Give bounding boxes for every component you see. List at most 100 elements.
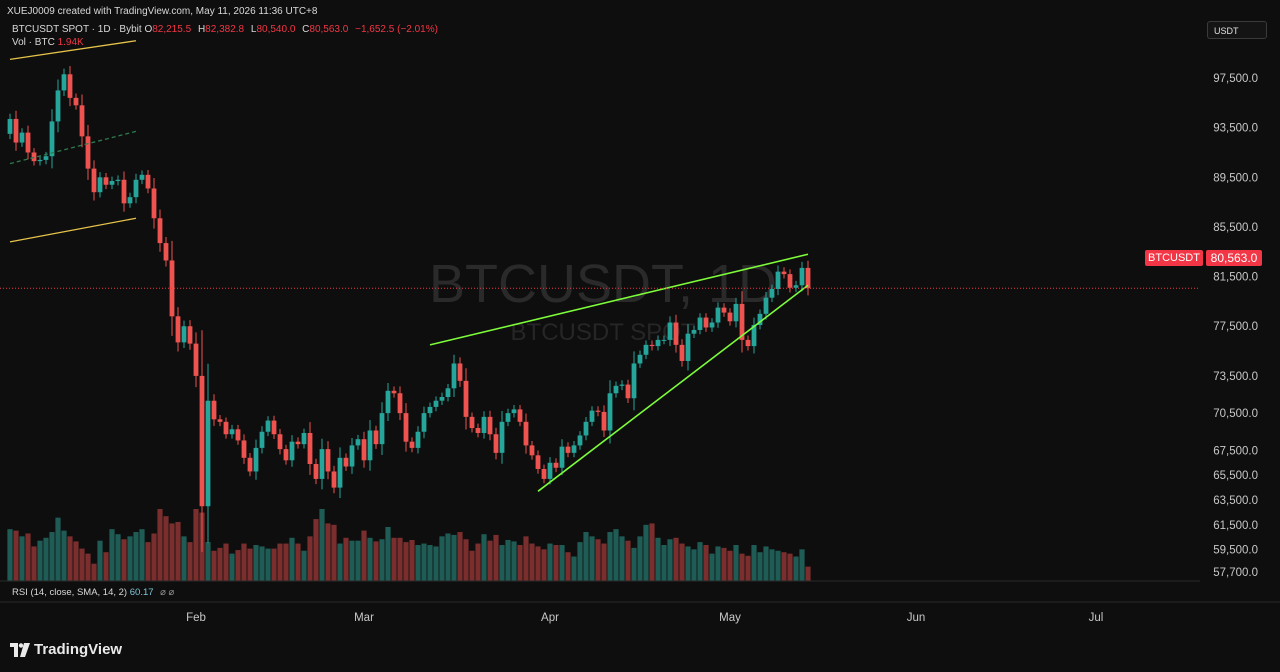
candle-body xyxy=(13,118,19,143)
price-tick-label: 97,500.0 xyxy=(1213,73,1258,85)
trendlines[interactable] xyxy=(9,40,809,492)
volume-bar xyxy=(73,541,79,581)
wedge-lower-line[interactable] xyxy=(537,284,809,492)
candle-body xyxy=(745,339,751,347)
candle-body xyxy=(613,385,619,394)
candle-body xyxy=(349,445,355,467)
candle-body xyxy=(409,441,415,448)
candle-body xyxy=(391,390,397,394)
candle-body xyxy=(283,449,289,461)
price-tick-label: 63,500.0 xyxy=(1213,495,1258,507)
symbol-price-label: BTCUSDT xyxy=(1145,250,1203,266)
candle-body xyxy=(487,416,493,435)
candle-body xyxy=(319,449,325,479)
candle-body xyxy=(277,434,283,450)
volume-bar xyxy=(493,534,499,581)
candle-body xyxy=(733,303,739,322)
volume-bar xyxy=(763,546,769,581)
volume-bar xyxy=(625,540,631,581)
candle-body xyxy=(775,271,781,290)
volume-bar xyxy=(289,537,295,581)
volume-bar xyxy=(541,549,547,581)
price-tick-label: 73,500.0 xyxy=(1213,371,1258,383)
rsi-legend[interactable]: RSI (14, close, SMA, 14, 2) 60.17 ⌀ ⌀ xyxy=(12,587,174,598)
candle-body xyxy=(427,406,433,414)
candle-body xyxy=(469,416,475,429)
volume-bar xyxy=(511,541,517,581)
candle-body xyxy=(307,432,313,465)
volume-bar xyxy=(637,536,643,581)
candle-body xyxy=(691,329,697,334)
currency-button[interactable]: USDT xyxy=(1207,21,1267,39)
candle-body xyxy=(721,307,727,313)
candle-body xyxy=(415,431,421,448)
volume-bar xyxy=(463,539,469,581)
volume-bar xyxy=(391,537,397,581)
time-tick-label: Jun xyxy=(907,612,926,624)
candle-body xyxy=(535,455,541,469)
candle-body xyxy=(631,363,637,399)
candle-body xyxy=(715,307,721,323)
price-tick-label: 81,500.0 xyxy=(1213,272,1258,284)
time-tick-label: Apr xyxy=(541,612,559,624)
candle-body xyxy=(97,177,103,193)
volume-bar xyxy=(313,519,319,581)
volume-bar xyxy=(211,550,217,581)
volume-bar xyxy=(529,543,535,581)
volume-bar xyxy=(613,529,619,581)
volume-bar xyxy=(487,540,493,581)
tradingview-logo-text: TradingView xyxy=(34,641,123,658)
candle-body xyxy=(571,445,577,453)
close-value: 80,563.0 xyxy=(309,24,349,35)
volume-bar xyxy=(607,532,613,581)
volume-bar xyxy=(457,532,463,581)
candle-body xyxy=(625,384,631,399)
volume-bars xyxy=(7,509,811,581)
volume-bar xyxy=(793,556,799,581)
candle-body xyxy=(589,410,595,422)
volume-bar xyxy=(163,516,169,581)
open-value: 82,215.5 xyxy=(152,24,192,35)
volume-bar xyxy=(301,550,307,581)
candle-body xyxy=(757,313,763,325)
channel-upper-line[interactable] xyxy=(9,40,137,61)
wedge-upper-line[interactable] xyxy=(429,253,809,346)
volume-bar xyxy=(481,534,487,581)
volume-bar xyxy=(337,543,343,581)
volume-bar xyxy=(577,542,583,581)
volume-bar xyxy=(667,539,673,581)
volume-bar xyxy=(685,546,691,581)
volume-bar xyxy=(445,533,451,581)
tradingview-logo[interactable]: TradingView xyxy=(10,641,122,658)
candle-body xyxy=(289,441,295,461)
time-axis[interactable]: Feb Mar Apr May Jun Jul xyxy=(186,612,1103,624)
price-tick-label: 89,500.0 xyxy=(1213,172,1258,184)
channel-lower-line[interactable] xyxy=(9,217,137,243)
price-axis[interactable]: 97,500.0 93,500.0 89,500.0 85,500.0 81,500.0… xyxy=(1213,73,1258,579)
volume-bar xyxy=(145,542,151,581)
candle-body xyxy=(73,97,79,106)
candle-body xyxy=(337,457,343,488)
rsi-hidden-icons[interactable]: ⌀ ⌀ xyxy=(160,587,175,598)
price-tick-label: 67,500.0 xyxy=(1213,445,1258,457)
candle-body xyxy=(103,177,109,185)
volume-bar xyxy=(679,543,685,581)
candle-body xyxy=(115,179,121,182)
volume-bar xyxy=(223,543,229,581)
volume-bar xyxy=(85,553,91,581)
candle-body xyxy=(517,409,523,422)
candle-body xyxy=(85,136,91,169)
candle-body xyxy=(697,317,703,330)
candle-body xyxy=(619,384,625,386)
volume-bar xyxy=(97,540,103,581)
volume-bar xyxy=(229,553,235,581)
volume-bar xyxy=(643,524,649,581)
volume-bar xyxy=(25,533,31,581)
volume-bar xyxy=(49,532,55,581)
volume-value: 1.94K xyxy=(57,37,84,48)
channel-mid-line[interactable] xyxy=(9,130,137,165)
volume-bar xyxy=(325,523,331,581)
candle-body xyxy=(133,179,139,198)
volume-bar xyxy=(703,545,709,581)
